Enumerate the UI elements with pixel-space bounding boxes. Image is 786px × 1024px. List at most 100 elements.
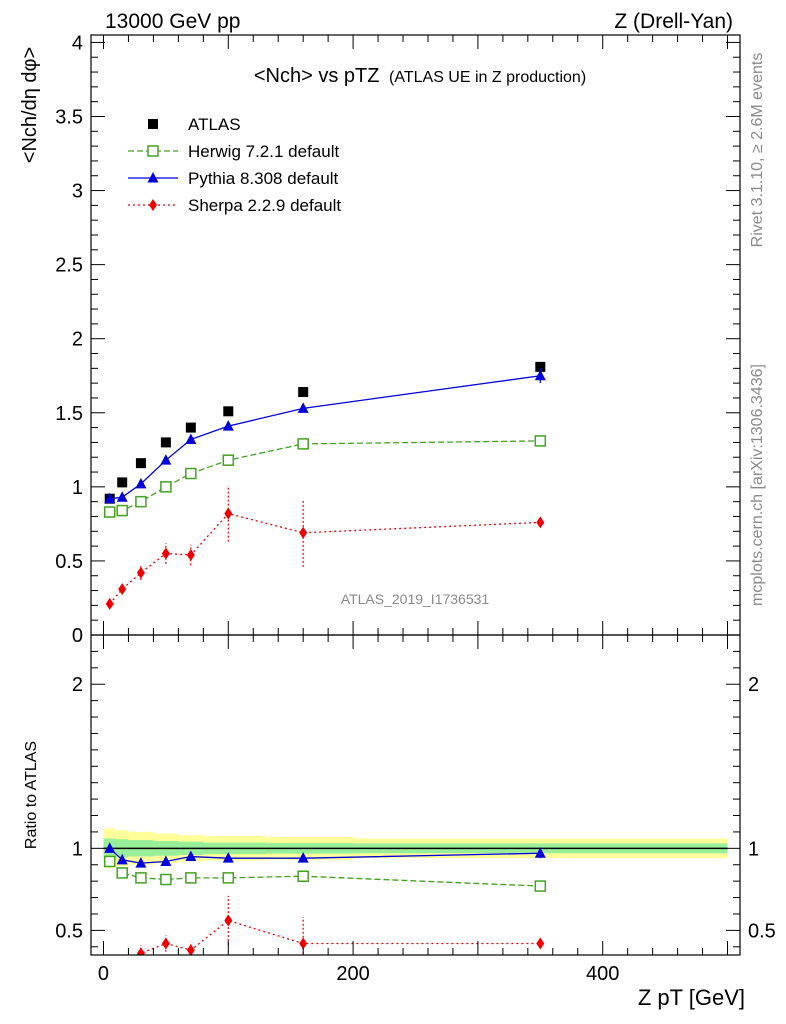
y-tick-label: 3 <box>72 181 83 203</box>
ratio-data-point <box>118 957 126 969</box>
ratio-data-point <box>116 853 128 865</box>
y-tick-label: 0.5 <box>55 551 83 573</box>
ratio-panel-frame <box>90 634 741 956</box>
mcplots-reference-label: mcplots.cern.ch [arXiv:1306.3436] <box>749 364 766 606</box>
ratio-data-point <box>104 842 116 853</box>
data-point <box>536 516 545 529</box>
data-point <box>297 402 309 413</box>
ratio-data-point <box>224 914 233 927</box>
data-point <box>135 495 147 508</box>
analysis-watermark: ATLAS_2019_I1736531 <box>341 591 490 607</box>
ratio-y-tick-label: 0.5 <box>55 920 83 942</box>
data-point <box>535 361 546 372</box>
data-point <box>297 438 309 450</box>
series-line <box>109 440 541 513</box>
data-point <box>135 458 146 469</box>
ratio-data-point <box>222 872 235 884</box>
legend-item: Herwig 7.2.1 default <box>128 142 339 161</box>
data-point <box>116 491 128 502</box>
ratio-y-tick-label: 1 <box>72 838 83 860</box>
legend-marker <box>149 199 157 211</box>
x-tick-label: 200 <box>336 963 369 985</box>
ratio-data-point <box>534 847 546 858</box>
data-point <box>161 547 170 560</box>
y-tick-label: 3.5 <box>55 106 83 128</box>
legend-label: Herwig 7.2.1 default <box>188 142 339 161</box>
data-point <box>185 422 196 433</box>
ratio-data-point <box>116 867 128 879</box>
data-point <box>185 433 197 444</box>
data-point <box>223 406 234 417</box>
legend-item: Pythia 8.308 default <box>128 169 339 188</box>
data-point <box>160 481 172 493</box>
data-point <box>185 467 197 480</box>
legend-item: Sherpa 2.2.9 default <box>128 196 341 215</box>
ratio-data-point <box>536 937 545 950</box>
ratio-series-sherpa <box>118 895 545 969</box>
data-point <box>298 387 309 398</box>
ratio-panel: 0.5 0.5 1 1 2 2 0 200 400 Ratio to ATLAS Z pT [G… <box>23 634 776 1010</box>
legend-marker <box>148 119 158 129</box>
ratio-y-tick-label-right: 0.5 <box>748 920 776 942</box>
series-line <box>109 375 541 500</box>
ratio-data-point <box>186 944 195 955</box>
y-tick-label: 1.5 <box>55 403 83 425</box>
data-point <box>534 369 546 381</box>
main-panel: 0 0.5 1 1.5 2 2.5 3 3.5 4 <Nch/dη dφ> <Nch> vs p… <box>19 32 741 647</box>
ratio-data-point <box>160 873 172 886</box>
data-point <box>160 454 172 465</box>
ratio-data-point <box>135 872 147 884</box>
y-tick-label: 4 <box>72 32 83 54</box>
rivet-version-label: Rivet 3.1.10, ≥ 2.6M events <box>749 53 766 248</box>
data-point <box>224 507 233 520</box>
ratio-y-tick-label-right: 2 <box>748 674 759 696</box>
legend-label: ATLAS <box>188 115 241 134</box>
legend-marker <box>147 145 159 157</box>
ratio-data-point <box>185 872 197 884</box>
legend-label: Pythia 8.308 default <box>188 169 339 188</box>
legend-marker <box>147 172 159 183</box>
process-label: Z (Drell-Yan) <box>614 10 733 33</box>
ratio-y-tick-label-right: 1 <box>748 838 759 860</box>
data-point <box>116 504 128 517</box>
ratio-data-point <box>222 852 234 863</box>
data-point <box>186 549 195 561</box>
ratio-data-point <box>297 852 309 863</box>
ratio-data-point <box>534 880 547 892</box>
series-pythia <box>104 368 546 504</box>
ratio-series-pythia <box>104 842 546 868</box>
data-point <box>105 597 114 610</box>
ratio-data-point <box>161 937 170 950</box>
legend-label: Sherpa 2.2.9 default <box>188 196 341 215</box>
data-point <box>117 477 128 488</box>
data-point <box>103 506 116 518</box>
ratio-data-point <box>185 850 197 862</box>
x-tick-label: 0 <box>98 963 109 985</box>
ratio-data-point <box>297 870 309 882</box>
ratio-series-herwig <box>103 855 547 892</box>
ratio-data-point <box>135 857 147 868</box>
x-tick-label: 400 <box>586 963 619 985</box>
ratio-series-line <box>109 860 541 887</box>
x-axis-label: Z pT [GeV] <box>638 985 745 1010</box>
main-y-axis-label: <Nch/dη dφ> <box>19 47 41 163</box>
ratio-data-point <box>136 947 145 955</box>
y-tick-label: 2.5 <box>55 255 83 277</box>
ratio-y-axis-label: Ratio to ATLAS <box>23 741 40 849</box>
data-point <box>534 435 547 447</box>
series-line <box>109 512 541 605</box>
ratio-data-point <box>299 937 308 950</box>
y-tick-label: 2 <box>72 329 83 351</box>
series-herwig <box>103 435 547 518</box>
beam-energy-label: 13000 GeV pp <box>105 10 240 33</box>
data-point <box>160 437 171 448</box>
ratio-data-point <box>160 855 172 866</box>
legend-item: ATLAS <box>148 115 241 134</box>
series-sherpa <box>105 485 545 610</box>
data-point <box>222 420 234 431</box>
data-point <box>104 492 116 504</box>
ratio-y-tick-label: 2 <box>72 674 83 696</box>
y-tick-label: 0 <box>72 625 83 647</box>
data-point <box>136 566 145 579</box>
